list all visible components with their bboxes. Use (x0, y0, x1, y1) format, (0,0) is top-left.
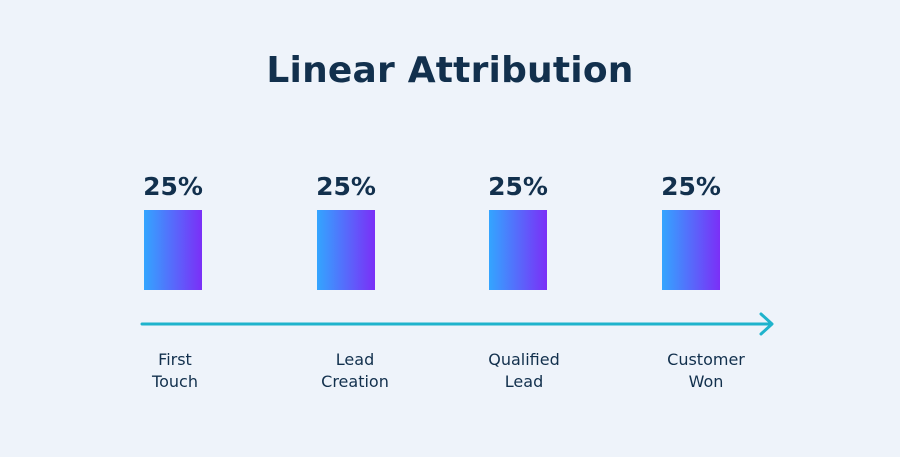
bar-1 (144, 210, 202, 290)
bar-value-label-1: 25% (143, 172, 203, 201)
arrow-head-icon (759, 312, 774, 336)
category-label-4: Customer Won (667, 350, 745, 391)
bar-3 (489, 210, 547, 290)
bar-value-label-4: 25% (661, 172, 721, 201)
labels-layer: 25% First Touch 25% Lead Creation 25% Qualified… (143, 172, 745, 391)
category-label-1: First Touch (151, 350, 198, 391)
bar-2 (317, 210, 375, 290)
category-label-3: Qualified Lead (488, 350, 560, 391)
chart-title: Linear Attribution (266, 50, 634, 91)
bars-layer (144, 210, 720, 290)
bar-value-label-3: 25% (488, 172, 548, 201)
timeline-axis (140, 312, 774, 336)
bar-value-label-2: 25% (316, 172, 376, 201)
bar-4 (662, 210, 720, 290)
category-label-2: Lead Creation (321, 350, 389, 391)
